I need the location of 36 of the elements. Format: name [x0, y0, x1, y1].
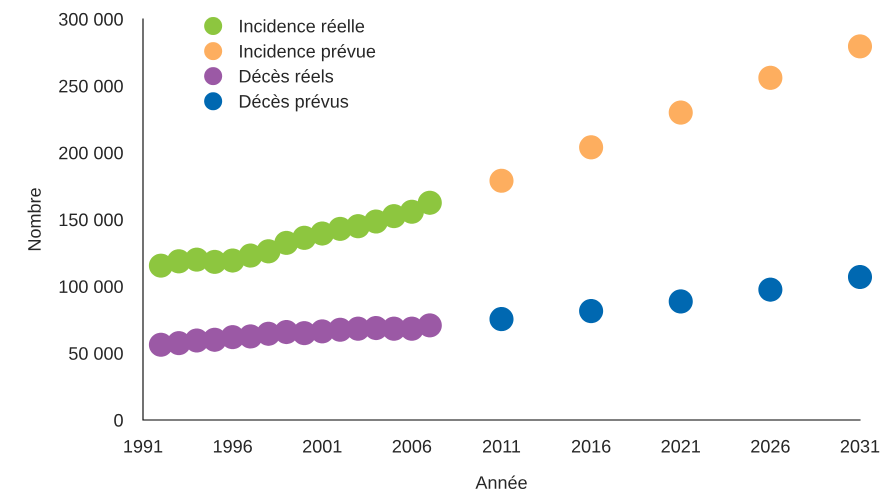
x-tick-label: 2011 — [482, 440, 520, 453]
x-tick-label: 2031 — [840, 440, 880, 453]
point — [668, 289, 693, 314]
legend-label: Incidence prévue — [240, 44, 376, 62]
point — [256, 239, 281, 264]
legend-label: Incidence réelle — [240, 19, 364, 32]
y-axis-title: Nombre — [28, 188, 41, 250]
y-tick-label: 100 000 — [60, 280, 123, 294]
point — [668, 100, 693, 125]
x-tick-label: 2006 — [392, 440, 432, 453]
point — [758, 278, 782, 302]
point — [418, 313, 442, 338]
point — [489, 168, 514, 193]
legend-label: Décès réels — [240, 69, 334, 83]
y-tick-label: 250 000 — [59, 80, 123, 93]
x-tick-label: 2026 — [751, 440, 790, 453]
point — [418, 190, 442, 215]
point — [848, 264, 872, 290]
x-tick-label: 2016 — [572, 440, 610, 453]
point — [579, 135, 604, 160]
y-tick-label: 150 000 — [60, 213, 123, 226]
legend-label: Décès prévus — [240, 94, 348, 112]
point — [758, 66, 782, 90]
y-tick-label: 300 000 — [58, 12, 123, 26]
point — [489, 307, 514, 332]
y-tick-label: 0 — [114, 414, 123, 427]
x-tick-label: 2001 — [303, 440, 342, 453]
x-tick-label: 1996 — [214, 440, 252, 453]
point — [400, 200, 424, 224]
x-tick-label: 2021 — [662, 440, 700, 453]
y-tick-label: 50 000 — [69, 347, 123, 360]
x-axis-title: Année — [475, 476, 527, 489]
point — [579, 299, 604, 324]
x-tick-label: 1991 — [124, 440, 162, 453]
y-tick-label: 200 000 — [59, 146, 123, 160]
point — [848, 34, 872, 58]
